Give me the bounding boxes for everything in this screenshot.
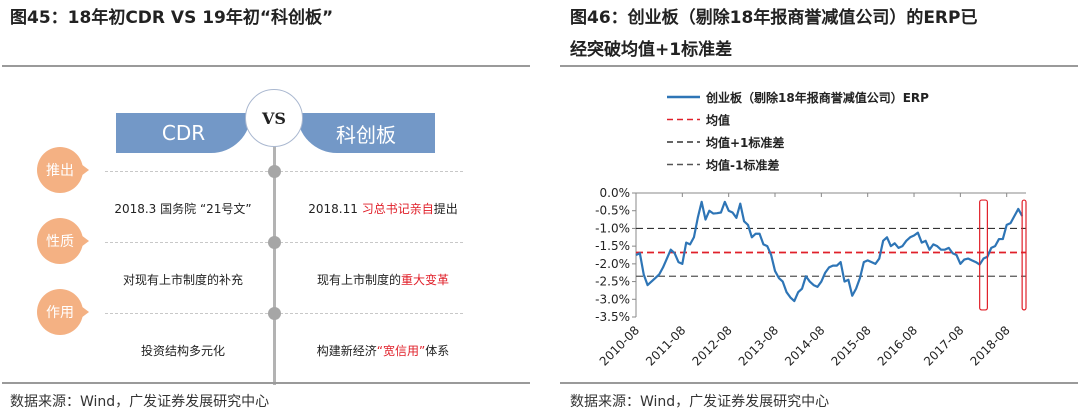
legend-label: 创业板（剔除18年报商誉减值公司）ERP bbox=[705, 90, 929, 105]
source-note: 数据来源：Wind，广发证券发展研究中心 bbox=[10, 394, 270, 410]
title-divider bbox=[560, 65, 1078, 67]
figure-45-title: 图45：18年初CDR VS 19年初“科创板” bbox=[10, 8, 334, 28]
cell-highlight: 习总书记亲自 bbox=[361, 202, 434, 216]
y-tick-label: 0.0% bbox=[600, 186, 631, 200]
x-tick-label: 2012-08 bbox=[689, 323, 734, 368]
row-divider bbox=[105, 313, 463, 314]
y-tick-label: -3.0% bbox=[595, 292, 630, 306]
legend-label: 均值+1标准差 bbox=[706, 135, 784, 150]
x-tick-label: 2017-08 bbox=[921, 323, 966, 368]
timeline-axis bbox=[273, 145, 276, 385]
source-divider bbox=[560, 382, 1078, 384]
cell-text: 现有上市制度的 bbox=[316, 273, 401, 287]
y-tick-label: -1.5% bbox=[595, 239, 630, 253]
row-divider bbox=[105, 171, 463, 172]
cell-highlight: 重大变革 bbox=[401, 273, 450, 287]
cdr-banner: CDR bbox=[116, 113, 251, 153]
y-tick-label: -2.0% bbox=[595, 257, 630, 271]
y-tick-label: -3.5% bbox=[595, 310, 630, 324]
star-market-cell: 2018.11 习总书记亲自提出 bbox=[283, 200, 483, 217]
x-tick-label: 2010-08 bbox=[597, 323, 642, 368]
star-market-cell: 现有上市制度的重大变革 bbox=[283, 271, 483, 288]
x-tick-label: 2018-08 bbox=[967, 323, 1012, 368]
figure-46-title-line2: 经突破均值+1标准差 bbox=[570, 40, 733, 60]
y-tick-label: -1.0% bbox=[595, 221, 630, 235]
highlight-box bbox=[979, 199, 988, 311]
x-tick-label: 2016-08 bbox=[875, 323, 920, 368]
y-tick-label: -0.5% bbox=[595, 204, 630, 218]
title-divider bbox=[2, 65, 530, 67]
legend-label: 均值-1标准差 bbox=[706, 158, 779, 173]
timeline-dot bbox=[268, 307, 281, 320]
x-tick-label: 2013-08 bbox=[736, 323, 781, 368]
timeline-dot bbox=[268, 165, 281, 178]
source-note: 数据来源：Wind，广发证券发展研究中心 bbox=[570, 394, 830, 410]
cdr-cell: 对现有上市制度的补充 bbox=[122, 273, 243, 287]
x-tick-label: 2011-08 bbox=[643, 323, 688, 368]
cell-text: 提出 bbox=[433, 202, 458, 216]
legend-label: 均值 bbox=[706, 113, 730, 128]
vs-badge: VS bbox=[245, 89, 303, 147]
cell-highlight: “宽信用” bbox=[376, 344, 426, 358]
source-divider bbox=[2, 382, 530, 384]
row-label-bubble: 性质 bbox=[37, 218, 89, 264]
x-tick-label: 2015-08 bbox=[828, 323, 873, 368]
cell-text: 体系 bbox=[425, 344, 450, 358]
y-tick-label: -2.5% bbox=[595, 275, 630, 289]
figure-46-title-line1: 图46：创业板（剔除18年报商誉减值公司）的ERP已 bbox=[570, 8, 978, 28]
star-market-cell: 构建新经济“宽信用”体系 bbox=[283, 342, 483, 359]
star-market-banner: 科创板 bbox=[297, 113, 435, 153]
row-divider bbox=[105, 242, 463, 243]
cdr-cell: 2018.3 国务院 “21号文” bbox=[114, 202, 252, 216]
row-label-bubble: 作用 bbox=[37, 289, 89, 335]
row-label-bubble: 推出 bbox=[37, 147, 89, 193]
erp-series-line bbox=[635, 200, 1024, 303]
highlight-box bbox=[1021, 199, 1027, 311]
cell-text: 2018.11 bbox=[308, 202, 362, 216]
cdr-cell: 投资结构多元化 bbox=[140, 344, 225, 358]
timeline-dot bbox=[268, 236, 281, 249]
x-tick-label: 2014-08 bbox=[782, 323, 827, 368]
cell-text: 构建新经济 bbox=[316, 344, 377, 358]
